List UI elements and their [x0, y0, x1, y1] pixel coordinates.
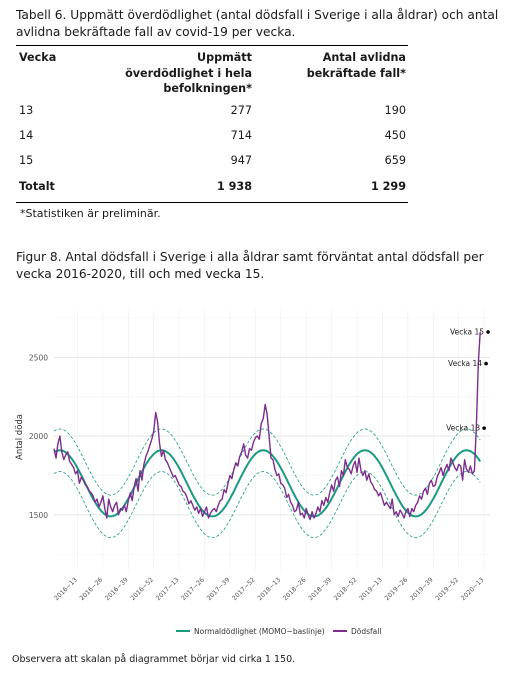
chart-grid: [54, 310, 490, 570]
row-14-excess: 714: [230, 129, 252, 142]
y-axis-label: Antal döda: [15, 414, 25, 460]
y-tick-label-2500: 2500: [29, 353, 48, 362]
row-14-deaths: 450: [384, 129, 406, 142]
row-15-deaths: 659: [384, 154, 406, 167]
legend-baseline-label: Normaldödlighet (MOMO−baslinje): [194, 627, 325, 636]
annotation-label-0: Vecka 13: [446, 424, 480, 433]
band-upper: [53, 428, 481, 496]
header-excess: Uppmätt överdödlighet i hela befolkninge…: [125, 51, 252, 95]
table-bottom-rule: [16, 202, 408, 203]
annotation-label-2: Vecka 15: [450, 328, 484, 337]
header-vecka: Vecka: [19, 51, 57, 64]
row-14-week: 14: [19, 129, 34, 142]
y-tick-label-2000: 2000: [29, 432, 48, 441]
row-13-excess: 277: [230, 104, 252, 117]
deaths-series: [53, 332, 481, 521]
annotation-label-1: Vecka 14: [448, 359, 482, 368]
row-13-deaths: 190: [384, 104, 406, 117]
chart-legend: Normaldödlighet (MOMO−baslinje) Dödsfall: [176, 627, 381, 636]
row-13-week: 13: [19, 104, 34, 117]
week-annotations: Vecka 13 Vecka 14 Vecka 15: [446, 328, 490, 433]
row-15-week: 15: [19, 154, 34, 167]
table-caption: Tabell 6. Uppmätt överdödlighet (antal d…: [16, 8, 499, 39]
total-label: Totalt: [19, 180, 55, 193]
annotation-point-0: [482, 426, 486, 430]
scale-note: Observera att skalan på diagrammet börja…: [12, 654, 296, 665]
y-tick-label-1500: 1500: [29, 511, 48, 520]
row-15-excess: 947: [230, 154, 252, 167]
annotation-point-2: [486, 330, 490, 334]
y-axis: 1500 2000 2500: [29, 353, 48, 520]
baseline-band: [53, 428, 481, 539]
total-excess: 1 938: [216, 180, 252, 193]
deaths-line: [53, 332, 481, 521]
table-top-rule: [16, 45, 408, 46]
header-deaths: Antal avlidna bekräftade fall*: [306, 51, 406, 80]
band-lower: [53, 471, 481, 539]
total-deaths: 1 299: [370, 180, 406, 193]
table-footnote: *Statistiken är preliminär.: [20, 207, 161, 220]
figure-caption: Figur 8. Antal dödsfall i Sverige i alla…: [16, 250, 484, 281]
annotation-point-1: [484, 361, 488, 366]
deaths-line-chart: 1500 2000 2500 Antal döda Vecka 13 Vecka 14…: [0, 290, 514, 650]
legend-deaths-label: Dödsfall: [351, 627, 381, 636]
